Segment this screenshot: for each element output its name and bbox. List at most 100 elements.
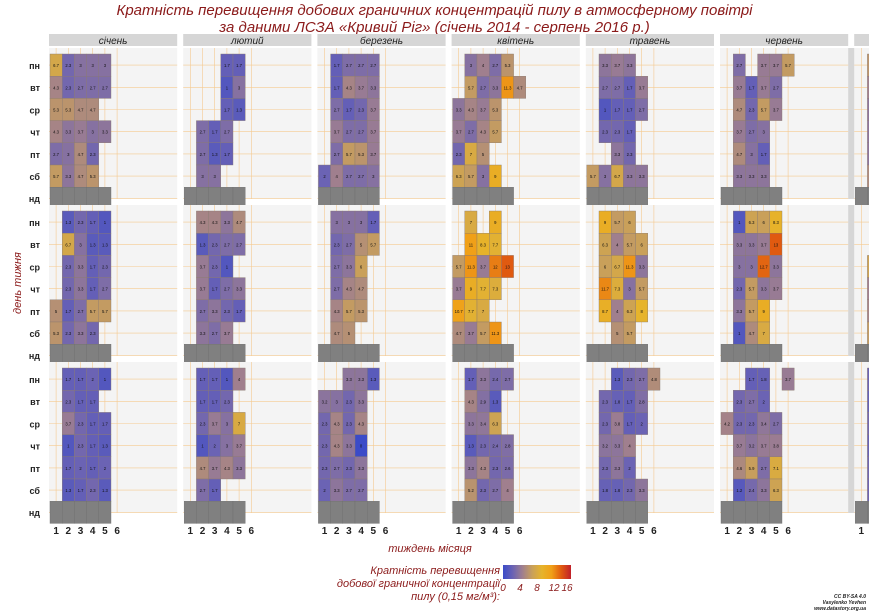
cell-value-label: 3 <box>604 174 607 179</box>
day-label: сб <box>30 172 41 182</box>
cell-value-label: 5.2 <box>468 488 474 493</box>
cell-missing <box>745 501 758 524</box>
cell-value-label: 1.7 <box>370 220 376 225</box>
month-header-strip <box>720 34 849 46</box>
cell-value-label: 3 <box>92 130 95 135</box>
cell-value-label: 2.7 <box>749 399 755 404</box>
cell-value-label: 3.3 <box>480 377 486 382</box>
cell-value-label: 4.3 <box>358 422 364 427</box>
week-tick-label: 4 <box>224 526 230 537</box>
cell-value-label: 5.3 <box>90 174 96 179</box>
cell-value-label: 1.7 <box>65 466 71 471</box>
cell-value-label: 7 <box>470 220 473 225</box>
cell-value-label: 4.3 <box>468 399 474 404</box>
month-header-strip <box>585 34 714 46</box>
cell-value-label: 6.3 <box>627 309 633 314</box>
cell-value-label: 1.7 <box>627 422 633 427</box>
cell-value-label: 6 <box>628 220 631 225</box>
cell-value-label: 1.7 <box>614 108 620 113</box>
cell-value-label: 1.7 <box>90 466 96 471</box>
cell-value-label: 3.3 <box>224 220 230 225</box>
cell-value-label: 2.8 <box>505 444 511 449</box>
cell-value-label: 1.7 <box>78 488 84 493</box>
week-tick-label: 1 <box>322 526 328 537</box>
month-label: квітень <box>497 36 534 47</box>
cell-value-label: 5.7 <box>627 331 633 336</box>
cell-value-label: 2.7 <box>505 377 511 382</box>
cell-value-label: 2.7 <box>334 108 340 113</box>
cell-value-label: 4 <box>616 242 619 247</box>
cell-value-label: 2.3 <box>322 444 328 449</box>
cell-value-label: 4.3 <box>53 85 59 90</box>
week-tick-label: 2 <box>602 526 608 537</box>
cell-value-label: 1.7 <box>200 399 206 404</box>
cell <box>867 456 869 480</box>
day-label: пн <box>29 375 40 385</box>
cell-value-label: 8.3 <box>480 242 486 247</box>
day-label: пн <box>29 218 40 228</box>
cell-value-label: 5.7 <box>749 309 755 314</box>
cell-value-label: 2.3 <box>78 444 84 449</box>
cell-value-label: 1 <box>104 220 107 225</box>
cell-missing <box>220 501 234 524</box>
month-label: червень <box>765 36 803 47</box>
cell-value-label: 13 <box>774 242 779 247</box>
cell-value-label: 4.2 <box>724 422 730 427</box>
cell-value-label: 2.3 <box>224 399 230 404</box>
cell-value-label: 7.7 <box>492 242 498 247</box>
cell-missing <box>452 501 466 524</box>
cell-value-label: 2.7 <box>78 309 84 314</box>
cell-value-label: 4 <box>336 174 339 179</box>
cell-value-label: 3.7 <box>736 130 742 135</box>
cell-value-label: 11 <box>469 242 474 247</box>
cell-missing <box>342 501 356 524</box>
cell <box>867 164 869 188</box>
cell-value-label: 2.3 <box>65 287 71 292</box>
cell-value-label: 7 <box>470 152 473 157</box>
week-tick-label: 2 <box>200 526 206 537</box>
cell-value-label: 5.3 <box>358 152 364 157</box>
cell-value-label: 3.7 <box>761 63 767 68</box>
day-label: вт <box>30 397 40 407</box>
cell-value-label: 3.7 <box>468 331 474 336</box>
cell-value-label: 2.7 <box>492 488 498 493</box>
cell-value-label: 2.3 <box>736 422 742 427</box>
cell <box>232 98 246 121</box>
cell-value-label: 3.7 <box>236 444 242 449</box>
cell-value-label: 2.7 <box>639 108 645 113</box>
cell-value-label: 5.7 <box>346 152 352 157</box>
cell-value-label: 5.3 <box>53 108 59 113</box>
cell-missing <box>489 501 502 524</box>
month-label: лютий <box>230 36 264 47</box>
cell <box>501 367 514 391</box>
cell-value-label: 3.3 <box>236 287 242 292</box>
cell-value-label: 1 <box>104 377 107 382</box>
cell-value-label: 1 <box>67 444 70 449</box>
cell-missing <box>598 501 612 524</box>
cell-value-label: 11.3 <box>491 331 500 336</box>
cell-value-label: 2.7 <box>749 130 755 135</box>
cell-value-label: 2.4 <box>749 488 755 493</box>
cell <box>867 98 869 121</box>
cell-value-label: 5.7 <box>456 265 462 270</box>
cell-value-label: 1.7 <box>749 377 755 382</box>
cell-value-label: 3.3 <box>602 63 608 68</box>
cell-value-label: 3.7 <box>200 265 206 270</box>
cell-value-label: 1.3 <box>236 108 242 113</box>
cell-value-label: 1.3 <box>65 220 71 225</box>
cell <box>513 75 526 99</box>
cell-value-label: 5.7 <box>53 174 59 179</box>
week-tick-label: 4 <box>627 526 633 537</box>
cell <box>867 367 869 391</box>
week-tick-label: 4 <box>90 526 96 537</box>
cell-value-label: 3.7 <box>480 108 486 113</box>
credit-author: Vasylenko Yevhen <box>822 600 866 606</box>
cell-value-label: 3 <box>92 63 95 68</box>
cell-value-label: 2.7 <box>346 130 352 135</box>
cell-value-label: 4 <box>628 444 631 449</box>
cell <box>867 255 869 278</box>
cell-value-label: 2.7 <box>200 309 206 314</box>
week-tick-label: 1 <box>456 526 462 537</box>
cell-value-label: 7.3 <box>614 287 620 292</box>
